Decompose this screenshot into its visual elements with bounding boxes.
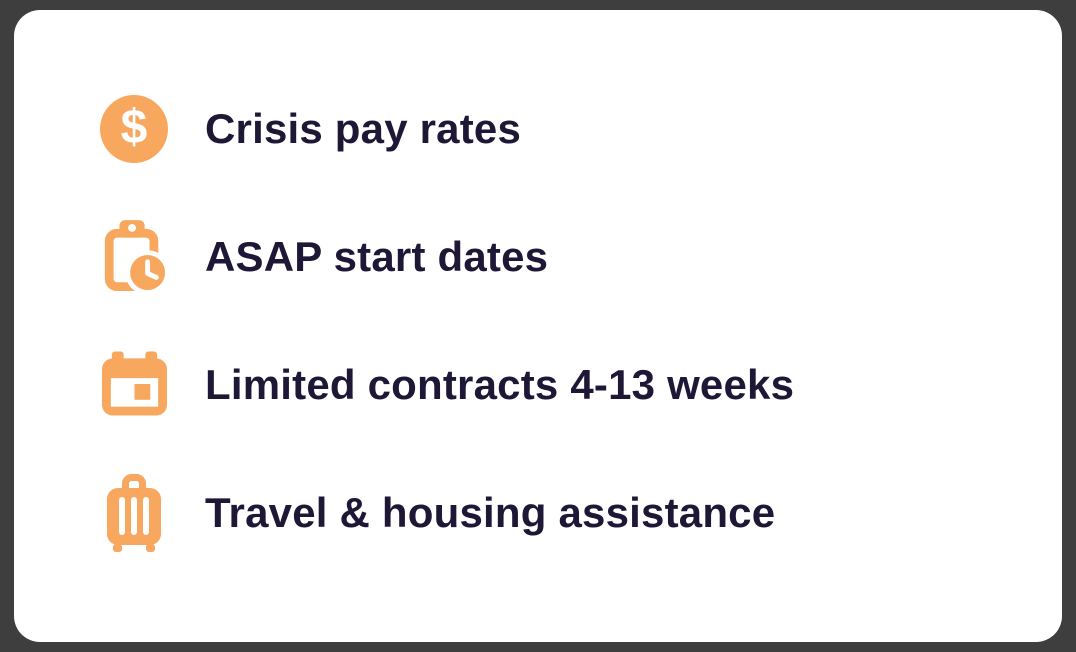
luggage-icon <box>107 474 161 552</box>
feature-row-travel-housing: Travel & housing assistance <box>100 449 1062 577</box>
feature-label-crisis-pay: Crisis pay rates <box>205 105 522 152</box>
feature-row-start-dates: ASAP start dates <box>100 193 1062 321</box>
feature-row-crisis-pay: $ Crisis pay rates <box>100 65 1062 193</box>
clipboard-clock-icon <box>104 220 168 295</box>
benefits-card: $ Crisis pay rates ASAP start dates <box>14 10 1062 642</box>
feature-row-contracts: Limited contracts 4-13 weeks <box>100 321 1062 449</box>
dollar-symbol: $ <box>120 101 148 154</box>
feature-label-start-dates: ASAP start dates <box>205 233 549 280</box>
dollar-circle-icon: $ <box>100 95 168 163</box>
feature-label-travel-housing: Travel & housing assistance <box>205 489 776 536</box>
calendar-icon <box>101 351 167 416</box>
feature-label-contracts: Limited contracts 4-13 weeks <box>205 361 795 408</box>
